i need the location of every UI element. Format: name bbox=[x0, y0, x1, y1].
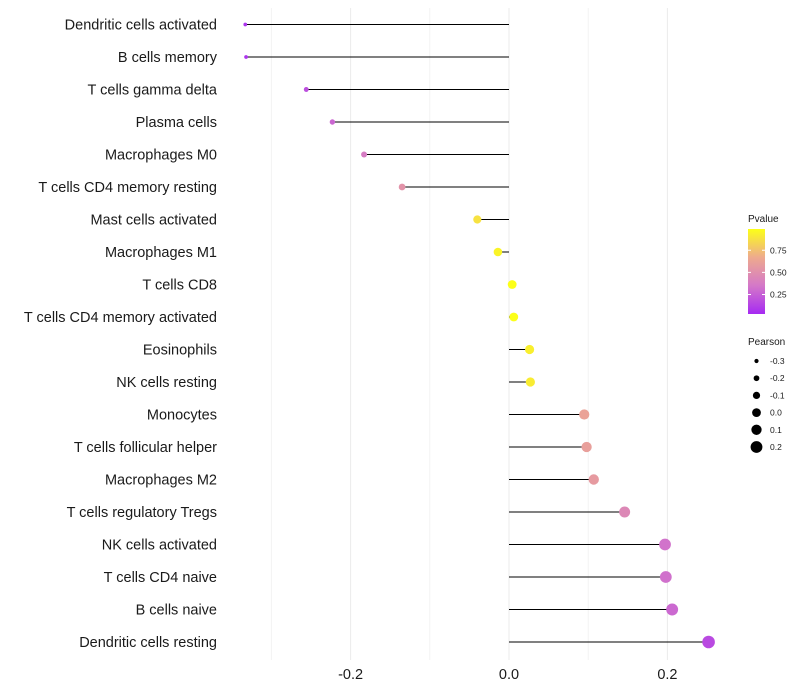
y-tick-label: T cells CD4 memory resting bbox=[38, 180, 217, 196]
y-tick-label: T cells gamma delta bbox=[88, 83, 218, 99]
lollipop-point bbox=[509, 312, 519, 322]
lollipop-point bbox=[666, 603, 679, 616]
lollipop-point bbox=[525, 377, 535, 387]
legend-pvalue-title: Pvalue bbox=[748, 214, 779, 225]
lollipop-point bbox=[659, 538, 671, 551]
y-tick-label: Plasma cells bbox=[136, 115, 217, 131]
y-tick-label: B cells memory bbox=[118, 50, 218, 66]
lollipop-point bbox=[244, 55, 248, 59]
x-tick-label: 0.2 bbox=[657, 667, 677, 683]
size-legend-label: -0.1 bbox=[770, 390, 785, 400]
x-tick-label: -0.2 bbox=[338, 667, 363, 683]
lollipop-point bbox=[398, 183, 406, 191]
colorbar-label: 0.75 bbox=[770, 245, 787, 255]
legend-pvalue: Pvalue 0.25 0.50 0.75 bbox=[748, 214, 787, 314]
size-legend-label: -0.3 bbox=[770, 356, 785, 366]
y-tick-label: B cells naive bbox=[136, 603, 217, 619]
y-tick-label: T cells CD8 bbox=[142, 278, 217, 294]
y-tick-label: Mast cells activated bbox=[90, 213, 217, 229]
y-tick-label: Macrophages M1 bbox=[105, 245, 217, 261]
y-tick-label: Macrophages M2 bbox=[105, 473, 217, 489]
y-tick-label: Dendritic cells activated bbox=[65, 18, 217, 34]
lollipop-points bbox=[243, 22, 715, 649]
y-tick-label: Dendritic cells resting bbox=[79, 635, 217, 651]
lollipop-point bbox=[525, 344, 535, 355]
size-legend-label: 0.2 bbox=[770, 442, 782, 452]
legend-pearson: Pearson -0.3 -0.2 -0.1 0.0 0.1 0.2 bbox=[748, 337, 785, 453]
y-tick-label: NK cells resting bbox=[116, 375, 217, 391]
size-legend-key bbox=[753, 375, 760, 382]
y-tick-label: T cells regulatory Tregs bbox=[67, 505, 217, 521]
size-legend-key bbox=[754, 358, 759, 364]
size-legend-key bbox=[752, 408, 761, 417]
y-tick-label: Eosinophils bbox=[143, 343, 217, 359]
lollipop-point bbox=[588, 474, 599, 485]
y-axis-labels: Dendritic cells activated B cells memory T… bbox=[24, 18, 218, 652]
lollipop-point bbox=[579, 409, 590, 420]
y-tick-label: T cells CD4 naive bbox=[104, 570, 217, 586]
y-tick-label: NK cells activated bbox=[102, 538, 217, 554]
size-legend-key bbox=[752, 391, 761, 400]
legend-pearson-title: Pearson bbox=[748, 337, 785, 348]
lollipop-point bbox=[619, 506, 631, 518]
size-legend-key bbox=[750, 441, 763, 453]
size-legend-label: -0.2 bbox=[770, 373, 785, 383]
lollipop-stems bbox=[245, 24, 709, 643]
y-tick-label: Macrophages M0 bbox=[105, 148, 217, 164]
y-tick-label: T cells follicular helper bbox=[74, 440, 217, 456]
lollipop-point bbox=[581, 441, 592, 453]
lollipop-point bbox=[702, 635, 715, 649]
lollipop-point bbox=[507, 280, 517, 289]
lollipop-point bbox=[329, 119, 336, 125]
size-legend-label: 0.0 bbox=[770, 408, 782, 418]
lollipop-point bbox=[659, 571, 672, 583]
size-legend-key bbox=[751, 424, 762, 435]
x-axis-labels: -0.2 0.0 0.2 bbox=[338, 667, 677, 683]
lollipop-point bbox=[473, 215, 482, 224]
lollipop-point bbox=[493, 247, 503, 257]
grid-lines bbox=[270, 8, 668, 660]
lollipop-point bbox=[303, 87, 309, 92]
colorbar-label: 0.25 bbox=[770, 290, 787, 300]
legend-pvalue-colorbar bbox=[748, 229, 765, 314]
x-tick-label: 0.0 bbox=[499, 667, 519, 683]
y-tick-label: T cells CD4 memory activated bbox=[24, 310, 217, 326]
lollipop-point bbox=[243, 22, 248, 27]
colorbar-label: 0.50 bbox=[770, 267, 787, 277]
y-tick-label: Monocytes bbox=[147, 408, 217, 424]
lollipop-point bbox=[361, 151, 368, 158]
size-legend-label: 0.1 bbox=[770, 425, 782, 435]
